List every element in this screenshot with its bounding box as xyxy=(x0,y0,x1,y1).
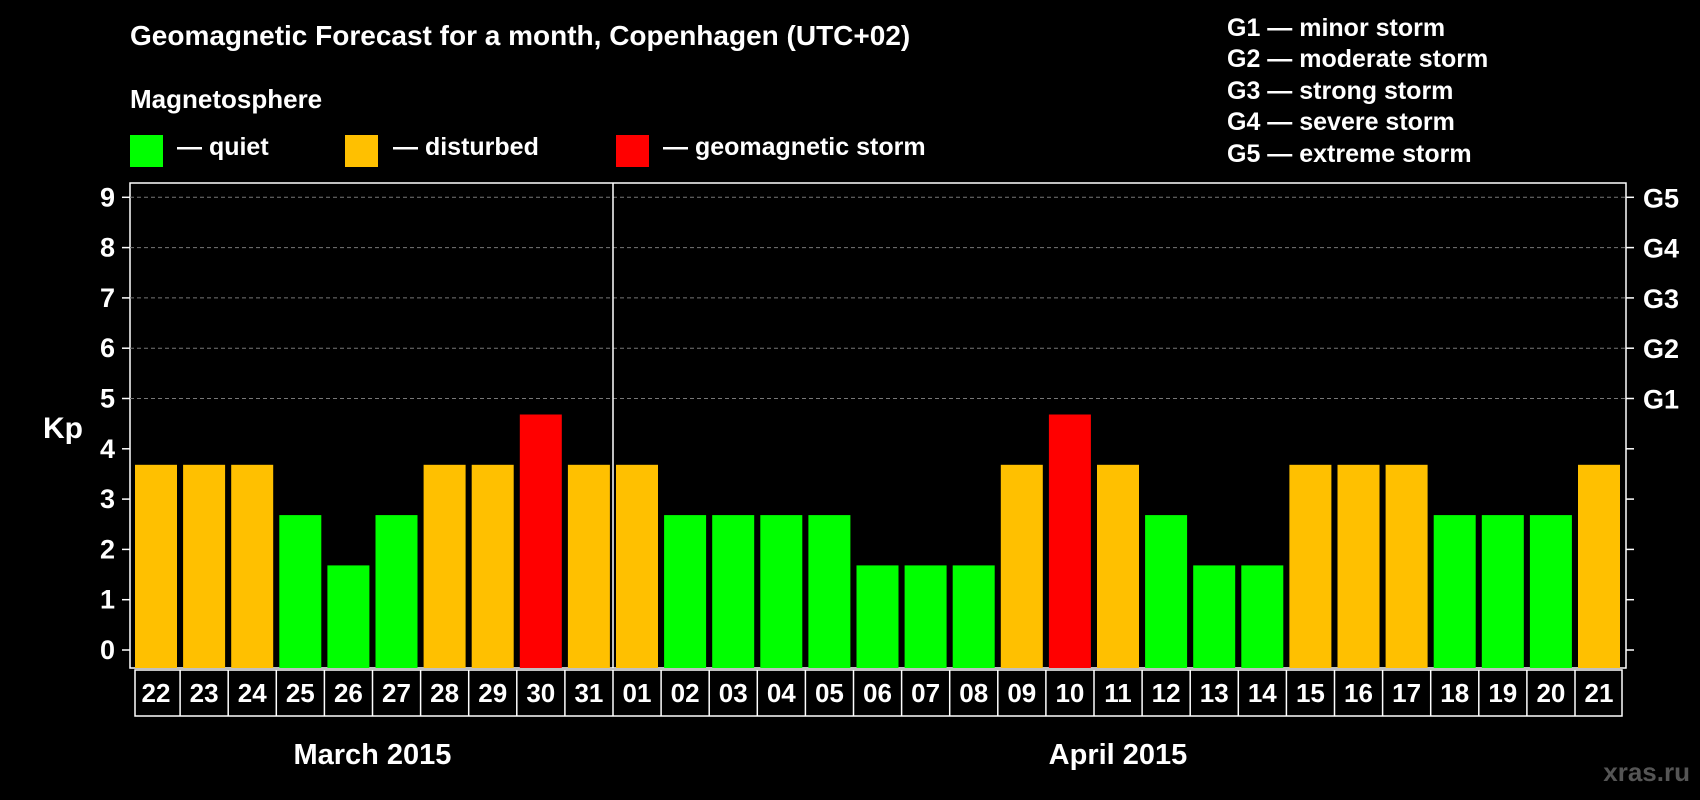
x-tick-label-10: 10 xyxy=(1055,678,1084,708)
bar-25 xyxy=(279,515,322,668)
y-tick-label-2: 2 xyxy=(100,534,115,564)
x-tick-label-27: 27 xyxy=(382,678,411,708)
legend-label-storm: — geomagnetic storm xyxy=(663,133,926,161)
g-level-g3: G3 — strong storm xyxy=(1227,77,1454,105)
x-tick-label-24: 24 xyxy=(238,678,267,708)
bar-13 xyxy=(1193,565,1236,668)
y-tick-label-5: 5 xyxy=(100,384,115,414)
x-tick-label-31: 31 xyxy=(574,678,603,708)
x-tick-label-25: 25 xyxy=(286,678,315,708)
x-tick-label-06: 06 xyxy=(863,678,892,708)
bar-11 xyxy=(1097,464,1139,668)
bar-01 xyxy=(616,464,658,668)
legend-subtitle: Magnetosphere xyxy=(130,84,323,114)
bar-05 xyxy=(808,515,851,668)
g-level-g4: G4 — severe storm xyxy=(1227,108,1455,136)
legend-swatch-quiet xyxy=(130,135,163,167)
legend-label-disturbed: — disturbed xyxy=(393,133,539,161)
x-tick-label-18: 18 xyxy=(1440,678,1469,708)
x-tick-label-28: 28 xyxy=(430,678,459,708)
bar-03 xyxy=(712,515,755,668)
x-tick-label-23: 23 xyxy=(190,678,219,708)
y-tick-label-6: 6 xyxy=(100,333,115,363)
g-level-g5: G5 — extreme storm xyxy=(1227,140,1472,168)
right-axis-label-g5: G5 xyxy=(1643,183,1679,213)
x-tick-label-11: 11 xyxy=(1104,678,1132,708)
x-tick-label-09: 09 xyxy=(1007,678,1036,708)
bar-21 xyxy=(1578,464,1620,668)
legend-label-quiet: — quiet xyxy=(177,133,269,161)
x-tick-label-05: 05 xyxy=(815,678,844,708)
x-tick-label-04: 04 xyxy=(767,678,796,708)
bar-23 xyxy=(183,464,226,668)
y-tick-label-3: 3 xyxy=(100,484,115,514)
x-tick-label-17: 17 xyxy=(1392,678,1421,708)
bar-19 xyxy=(1481,515,1524,668)
date-row-frame xyxy=(134,669,1623,717)
bar-16 xyxy=(1337,464,1380,668)
g-level-g2: G2 — moderate storm xyxy=(1227,45,1489,73)
right-axis-label-g3: G3 xyxy=(1643,284,1679,314)
y-tick-label-9: 9 xyxy=(100,182,115,212)
bar-15 xyxy=(1289,464,1332,668)
x-tick-label-08: 08 xyxy=(959,678,988,708)
bar-20 xyxy=(1529,515,1572,668)
bar-10 xyxy=(1048,414,1091,668)
bar-24 xyxy=(231,464,274,668)
x-tick-label-01: 01 xyxy=(623,678,652,708)
x-tick-label-13: 13 xyxy=(1200,678,1229,708)
bar-18 xyxy=(1433,515,1476,668)
bar-22 xyxy=(135,464,177,668)
y-tick-label-4: 4 xyxy=(100,434,115,464)
g-level-g1: G1 — minor storm xyxy=(1227,14,1446,42)
x-tick-label-03: 03 xyxy=(719,678,748,708)
bar-07 xyxy=(904,565,947,668)
bar-04 xyxy=(760,515,803,668)
bar-02 xyxy=(664,515,707,668)
bar-30 xyxy=(519,414,562,668)
y-axis-label: Kp xyxy=(43,412,83,445)
x-tick-label-20: 20 xyxy=(1536,678,1565,708)
legend-swatch-storm xyxy=(616,135,649,167)
month-label-0: March 2015 xyxy=(293,739,451,771)
x-tick-label-21: 21 xyxy=(1585,678,1614,708)
x-tick-label-07: 07 xyxy=(911,678,940,708)
right-axis-label-g2: G2 xyxy=(1643,334,1679,364)
x-tick-label-12: 12 xyxy=(1152,678,1181,708)
y-tick-label-8: 8 xyxy=(100,233,115,263)
bar-08 xyxy=(952,565,995,668)
x-tick-label-22: 22 xyxy=(142,678,171,708)
bar-29 xyxy=(471,464,514,668)
legend-swatch-disturbed xyxy=(345,135,378,167)
bar-14 xyxy=(1241,565,1284,668)
right-axis-label-g4: G4 xyxy=(1643,234,1679,264)
x-tick-label-02: 02 xyxy=(671,678,700,708)
bar-26 xyxy=(327,565,370,668)
watermark: xras.ru xyxy=(1603,757,1690,787)
x-tick-label-30: 30 xyxy=(526,678,555,708)
y-tick-label-0: 0 xyxy=(100,635,115,665)
x-tick-label-19: 19 xyxy=(1488,678,1517,708)
x-tick-label-26: 26 xyxy=(334,678,363,708)
x-tick-label-29: 29 xyxy=(478,678,507,708)
bar-27 xyxy=(375,515,418,668)
right-axis-label-g1: G1 xyxy=(1643,385,1679,415)
x-tick-label-15: 15 xyxy=(1296,678,1325,708)
bar-31 xyxy=(567,464,610,668)
x-tick-label-14: 14 xyxy=(1248,678,1277,708)
bar-06 xyxy=(856,565,899,668)
y-tick-label-1: 1 xyxy=(100,585,115,615)
y-tick-label-7: 7 xyxy=(100,283,115,313)
month-label-1: April 2015 xyxy=(1049,739,1188,771)
bar-17 xyxy=(1385,464,1428,668)
x-tick-label-16: 16 xyxy=(1344,678,1373,708)
bar-09 xyxy=(1000,464,1043,668)
chart-title: Geomagnetic Forecast for a month, Copenh… xyxy=(130,20,911,51)
bar-12 xyxy=(1145,515,1188,668)
bar-28 xyxy=(423,464,466,668)
